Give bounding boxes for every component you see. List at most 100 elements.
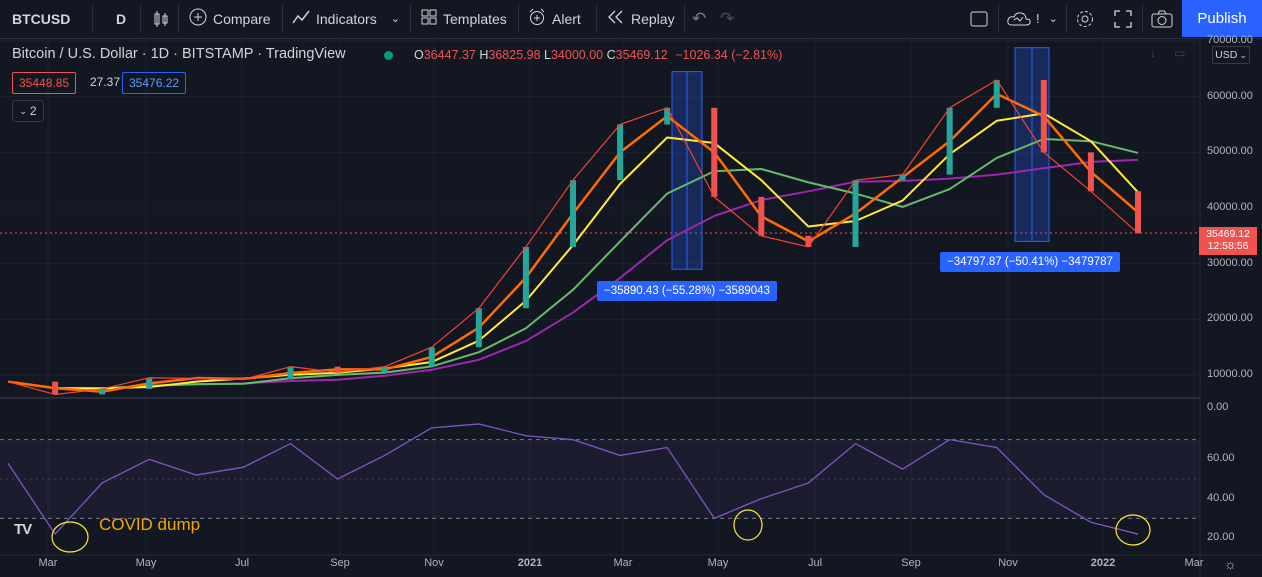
publish-button[interactable]: Publish: [1182, 0, 1262, 37]
arrow-down-icon[interactable]: ↓: [1150, 46, 1156, 60]
price-tick: 20000.00: [1207, 312, 1253, 325]
high-value: 36825.98: [488, 48, 541, 62]
toolbar-divider: [178, 4, 179, 33]
last-price-label: 35469.12 12:58:56: [1199, 227, 1257, 255]
tradingview-logo[interactable]: TV: [14, 521, 32, 538]
close-value: 35469.12: [615, 48, 668, 62]
open-value: 36447.37: [423, 48, 476, 62]
toolbar-divider: [1142, 4, 1143, 33]
undo-icon[interactable]: ↶: [692, 8, 707, 28]
compare-label: Compare: [213, 10, 271, 27]
templates-label: Templates: [443, 10, 507, 27]
candle: [428, 347, 435, 367]
price-series: [7, 79, 1141, 396]
time-tick: 2021: [517, 557, 543, 569]
ma-green-line: [7, 137, 1139, 390]
symbol-search[interactable]: BTCUSD: [12, 10, 71, 27]
candle: [805, 235, 812, 247]
toolbar-divider: [998, 4, 999, 33]
layout-icon[interactable]: [970, 0, 988, 37]
measure-label-1[interactable]: −35890.43 (−55.28%) −3589043: [597, 281, 777, 301]
high-label: H: [479, 48, 489, 62]
settings-gear-icon[interactable]: [1075, 0, 1095, 37]
templates-icon: [421, 9, 437, 28]
fullscreen-icon[interactable]: [1114, 0, 1132, 37]
ma-yellow-line: [7, 112, 1139, 390]
close-label: C: [606, 48, 616, 62]
time-tick: Nov: [424, 557, 444, 569]
candle: [899, 174, 906, 181]
time-tick: Mar: [1184, 557, 1204, 569]
change-value: −1026.34 (−2.81%): [675, 48, 783, 62]
chevron-down-icon[interactable]: ⌄: [390, 13, 400, 25]
candle: [617, 124, 624, 181]
alarm-clock-icon: [528, 8, 546, 29]
candle: [711, 107, 718, 197]
toolbar-divider: [282, 4, 283, 33]
candle: [146, 377, 153, 389]
last-price-value: 35469.12: [1206, 228, 1250, 240]
currency-label: USD: [1215, 49, 1238, 61]
replay-button[interactable]: Replay: [607, 0, 675, 37]
candle: [570, 180, 576, 247]
candle: [1087, 152, 1094, 192]
camera-icon[interactable]: [1151, 0, 1173, 37]
rsi-line: [7, 423, 1139, 536]
candle: [287, 366, 294, 380]
highlight-circles: [51, 509, 1151, 553]
measure-rects: [671, 47, 1050, 270]
low-label: L: [544, 48, 551, 62]
candle: [381, 366, 388, 373]
market-status-dot[interactable]: [384, 51, 393, 60]
close-line: [7, 79, 1139, 396]
candle: [1135, 191, 1141, 234]
candle: [852, 180, 859, 247]
alert-button[interactable]: Alert: [528, 0, 581, 37]
templates-button[interactable]: Templates: [421, 0, 507, 37]
sun-settings-icon[interactable]: ☼: [1224, 556, 1237, 572]
time-tick: Mar: [613, 557, 633, 569]
indicator-count: 2: [29, 104, 37, 118]
price-tick: 10000.00: [1207, 368, 1253, 380]
chart-canvas[interactable]: [0, 38, 1262, 577]
candle-style-icon[interactable]: [152, 0, 170, 37]
rsi-tick: 0.00: [1207, 401, 1229, 413]
ohlc-readout: O36447.37 H36825.98 L34000.00 C35469.12 …: [414, 48, 782, 62]
candle: [475, 308, 482, 348]
ask-price-button[interactable]: 35476.22: [122, 72, 187, 94]
maximize-icon[interactable]: ▭: [1174, 46, 1186, 60]
measure-label-2[interactable]: −34797.87 (−50.41%) −3479787: [940, 252, 1120, 272]
jan-circle: [1115, 514, 1151, 546]
rsi-tick: 60.00: [1207, 452, 1235, 465]
redo-icon[interactable]: ↷: [720, 8, 735, 28]
time-tick: Sep: [330, 557, 350, 569]
interval-button[interactable]: D: [116, 10, 127, 27]
bid-price-button[interactable]: 35448.85: [12, 72, 77, 94]
may-circle: [733, 509, 763, 541]
alert-label: Alert: [552, 10, 581, 27]
chevron-down-icon[interactable]: ⌄: [1048, 13, 1058, 25]
grid-lines: [0, 38, 1200, 555]
covid-dump-annotation[interactable]: COVID dump: [99, 515, 201, 534]
toolbar-divider: [596, 4, 597, 33]
collapse-indicators-button[interactable]: ⌄ 2: [12, 100, 44, 122]
open-label: O: [414, 48, 424, 62]
indicators-button[interactable]: Indicators ⌄: [292, 0, 400, 37]
time-tick: 2022: [1090, 557, 1116, 569]
toolbar-divider: [140, 4, 141, 33]
price-tick: 30000.00: [1207, 256, 1253, 269]
price-tick: 50000.00: [1207, 145, 1253, 158]
toolbar-divider: [684, 4, 685, 33]
toolbar-divider: [518, 4, 519, 33]
rsi-tick: 40.00: [1207, 491, 1235, 504]
symbol-title[interactable]: Bitcoin / U.S. Dollar · 1D · BITSTAMP · …: [12, 46, 346, 62]
indicators-icon: [292, 8, 310, 29]
covid-circle: [51, 521, 89, 553]
compare-button[interactable]: Compare: [189, 0, 271, 37]
bar-countdown: 12:58:56: [1207, 240, 1249, 252]
rsi-band: [0, 439, 1200, 519]
cloud-save-icon[interactable]: ! ⌄: [1006, 0, 1058, 37]
plus-circle-icon: [189, 8, 207, 29]
currency-selector[interactable]: USD ⌄: [1212, 46, 1250, 64]
candle: [1040, 79, 1047, 153]
